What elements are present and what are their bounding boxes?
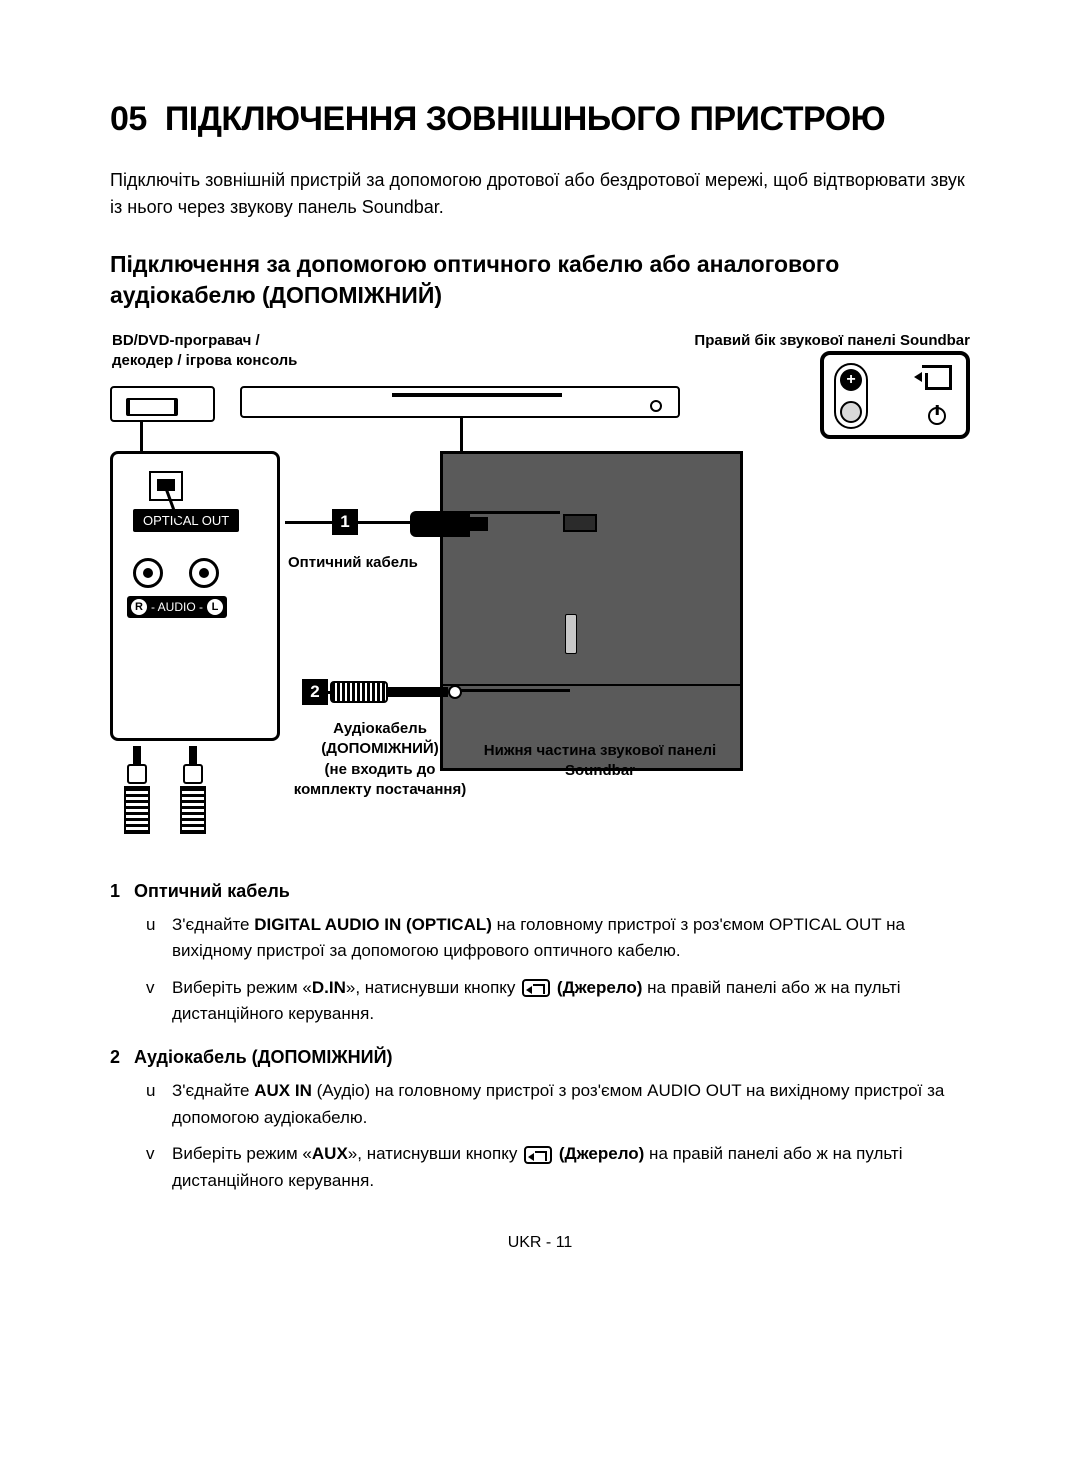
step-2a: u З'єднайте AUX IN (Аудіо) на головному … (146, 1078, 970, 1131)
optical-plug-icon (410, 511, 470, 537)
volume-rocker-icon: + – (834, 363, 868, 429)
volume-minus-icon: – (847, 403, 856, 419)
output-panel: OPTICAL OUT R - AUDIO - L (110, 451, 280, 741)
instruction-steps: 1Оптичний кабель u З'єднайте DIGITAL AUD… (110, 881, 970, 1194)
optical-cable-label: Оптичний кабель (288, 553, 418, 573)
callout-number-1: 1 (332, 509, 358, 535)
audio-rl-label: R - AUDIO - L (127, 596, 227, 618)
cable-line (460, 418, 463, 451)
section-heading: Підключення за допомогою оптичного кабел… (110, 249, 970, 311)
soundbar-bottom-label: Нижня частина звукової панелі Soundbar (470, 741, 730, 782)
callout-number-2: 2 (302, 679, 328, 705)
cable-line (470, 511, 560, 514)
settop-box-icon (240, 386, 680, 418)
connection-diagram: BD/DVD-програвач / декодер / ігрова конс… (110, 331, 970, 851)
step-2b: v Виберіть режим «AUX», натиснувши кнопк… (146, 1141, 970, 1194)
cable-line (460, 689, 570, 692)
bd-dvd-player-icon (110, 386, 215, 422)
source-device-label: BD/DVD-програвач / декодер / ігрова конс… (112, 331, 297, 372)
aux-cable-label: Аудіокабель (ДОПОМІЖНИЙ) (не входить до … (290, 719, 470, 800)
source-icon (524, 1146, 552, 1164)
aux-in-port-icon (565, 614, 577, 654)
power-icon (928, 407, 946, 425)
step-1-heading: 1Оптичний кабель (110, 881, 970, 902)
step-1a: u З'єднайте DIGITAL AUDIO IN (OPTICAL) н… (146, 912, 970, 965)
page-footer: UKR - 11 (110, 1234, 970, 1252)
soundbar-side-label: Правий бік звукової панелі Soundbar (670, 331, 970, 351)
soundbar-back-panel (440, 451, 740, 771)
volume-plus-icon: + (846, 372, 855, 388)
step-1b: v Виберіть режим «D.IN», натиснувши кноп… (146, 975, 970, 1028)
source-icon (522, 979, 550, 997)
rca-plugs-icon (124, 746, 206, 836)
aux-plug-icon (330, 681, 460, 703)
chapter-number: 05 (110, 100, 147, 138)
source-icon (922, 365, 952, 387)
step-2-heading: 2Аудіокабель (ДОПОМІЖНИЙ) (110, 1047, 970, 1068)
intro-paragraph: Підключіть зовнішній пристрій за допомог… (110, 167, 970, 221)
optical-in-port-icon (563, 514, 597, 532)
chapter-title-text: ПІДКЛЮЧЕННЯ ЗОВНІШНЬОГО ПРИСТРОЮ (165, 100, 885, 138)
optical-out-label: OPTICAL OUT (133, 509, 239, 532)
chapter-title: 05 ПІДКЛЮЧЕННЯ ЗОВНІШНЬОГО ПРИСТРОЮ (110, 100, 970, 139)
rca-port-l-icon (189, 558, 219, 588)
rca-port-r-icon (133, 558, 163, 588)
soundbar-side-panel: + – (820, 351, 970, 439)
